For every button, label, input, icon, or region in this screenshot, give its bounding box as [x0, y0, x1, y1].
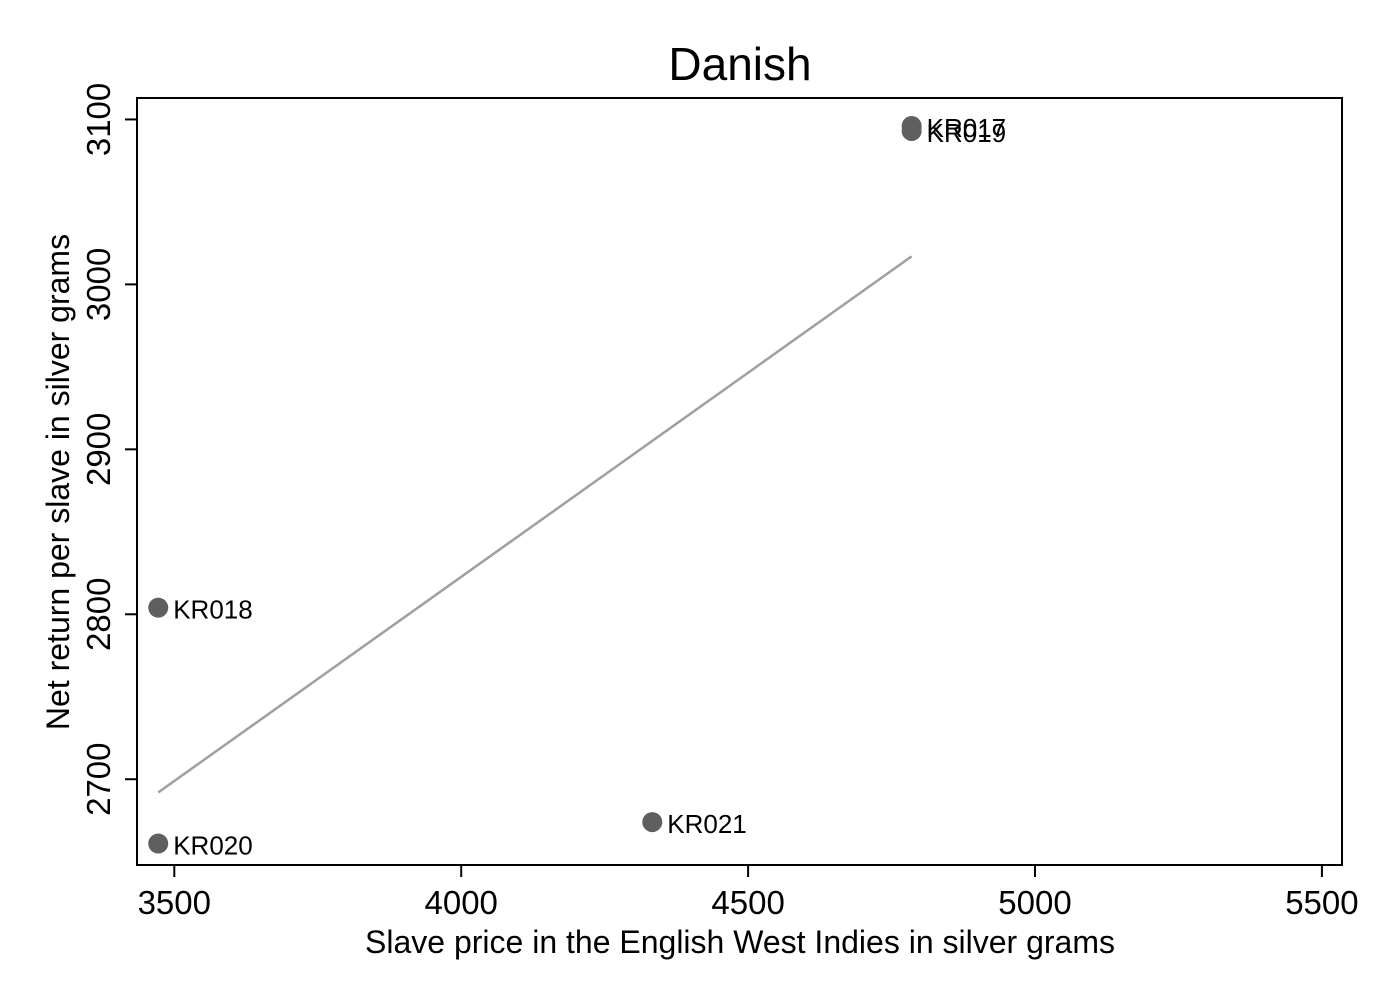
point-label: KR017 [927, 113, 1007, 143]
point-label: KR018 [173, 595, 253, 625]
x-axis: 3500 4000 4500 5000 5500 [138, 865, 1359, 921]
point-label: KR019 [927, 118, 1007, 148]
y-tick-label: 2700 [80, 743, 117, 816]
x-tick-label: 4500 [711, 884, 784, 921]
x-tick-label: 5500 [1285, 884, 1358, 921]
point-label: KR021 [667, 809, 747, 839]
data-point [901, 120, 922, 141]
y-tick-label: 2800 [80, 578, 117, 651]
fit-line [157, 255, 913, 794]
x-tick-label: 5000 [998, 884, 1071, 921]
y-tick-label: 2900 [80, 413, 117, 486]
fit-line-layer [157, 255, 913, 794]
chart-title: Danish [668, 38, 811, 90]
data-point [642, 812, 663, 833]
point-label: KR020 [173, 831, 253, 861]
y-axis: 2700 2800 2900 3000 3100 [80, 83, 137, 816]
y-tick-label: 3100 [80, 83, 117, 156]
plot-area [136, 97, 1343, 866]
data-point [148, 833, 169, 854]
x-axis-title: Slave price in the English West Indies i… [365, 924, 1115, 960]
y-tick-label: 3000 [80, 248, 117, 321]
y-axis-title: Net return per slave in silver grams [40, 234, 76, 730]
x-tick-label: 4000 [424, 884, 497, 921]
data-point [148, 597, 169, 618]
x-tick-label: 3500 [138, 884, 211, 921]
